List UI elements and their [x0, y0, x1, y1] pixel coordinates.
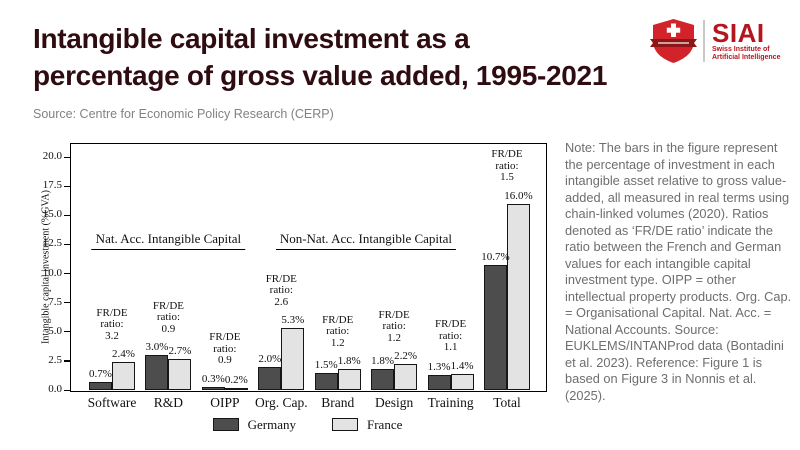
category-label-2: OIPP [210, 395, 240, 410]
value-label-germany-2: 0.3% [201, 372, 225, 385]
siai-logo: SIAI Swiss Institute of Artificial Intel… [650, 16, 780, 66]
y-axis-tick-label: 7.5 [48, 295, 62, 308]
value-label-france-7: 16.0% [504, 189, 533, 202]
ratio-label-7: FR/DE ratio: 1.5 [491, 148, 523, 184]
legend-item-germany: Germany [212, 416, 296, 433]
category-label-0: Software [87, 395, 137, 410]
y-axis-tick-label: 12.5 [42, 237, 62, 250]
legend-label-germany: Germany [247, 416, 296, 432]
y-axis-tick [64, 243, 70, 246]
legend-swatch-france [332, 418, 358, 431]
y-axis-tick-label: 17.5 [42, 179, 62, 192]
ratio-label-3: FR/DE ratio: 2.6 [265, 272, 297, 308]
y-axis-tick [64, 331, 70, 333]
y-axis-tick-label: 15.0 [42, 208, 62, 221]
ratio-label-5: FR/DE ratio: 1.2 [378, 308, 410, 344]
y-axis-tick [64, 389, 70, 391]
y-axis-tick-label: 20.0 [42, 150, 62, 162]
value-label-france-4: 1.8% [337, 355, 361, 368]
source-caption: Source: Centre for Economic Policy Resea… [33, 107, 334, 121]
logo-divider [703, 20, 705, 62]
bar-france-0 [112, 362, 135, 390]
y-axis-tick-label: 10.0 [42, 266, 62, 279]
logo-name-line-1: Swiss Institute of [712, 45, 770, 53]
y-axis-tick-label: 2.5 [48, 353, 62, 366]
y-axis-label: Intangible capital investment (%GVA) [40, 189, 52, 344]
bar-france-1 [168, 358, 192, 390]
bar-germany-0 [89, 381, 112, 390]
y-axis-tick [64, 214, 70, 216]
y-axis-tick-label: 0.0 [48, 383, 62, 395]
bar-france-2 [224, 387, 248, 390]
swiss-shield-icon [650, 19, 697, 63]
bar-germany-5 [371, 369, 395, 390]
ratio-label-4: FR/DE ratio: 1.2 [322, 313, 354, 349]
legend-item-france: France [332, 417, 402, 433]
bar-france-3 [281, 328, 305, 390]
bar-france-7 [507, 203, 530, 390]
bar-france-4 [337, 369, 361, 390]
page-title-line-2: percentage of gross value added, 1995-20… [33, 60, 608, 91]
logo-acronym: SIAI [712, 17, 765, 48]
ratio-label-2: FR/DE ratio: 0.9 [209, 331, 241, 366]
category-label-7: Total [493, 395, 521, 410]
value-label-france-2: 0.2% [224, 373, 248, 386]
logo-text: SIAI Swiss Institute of Artificial Intel… [712, 17, 781, 62]
category-label-5: Design [375, 395, 414, 410]
value-label-france-3: 5.3% [281, 314, 305, 327]
bar-germany-6 [427, 374, 451, 390]
ratio-label-1: FR/DE ratio: 0.9 [152, 299, 185, 335]
bar-france-5 [394, 364, 418, 390]
value-label-germany-5: 1.8% [371, 355, 395, 368]
bar-france-6 [450, 373, 474, 390]
y-axis-tick [64, 185, 70, 187]
value-label-france-0: 2.4% [112, 348, 135, 361]
bar-germany-2 [201, 386, 225, 390]
legend: Germany France [70, 417, 545, 432]
category-label-3: Org. Cap. [254, 395, 308, 410]
value-label-france-6: 1.4% [450, 359, 474, 372]
logo-name-line-2: Artificial Intelligence [712, 53, 781, 61]
y-axis-tick-label: 5.0 [48, 324, 62, 337]
value-label-germany-0: 0.7% [89, 367, 112, 380]
y-axis-tick [64, 273, 70, 275]
bar-germany-1 [145, 355, 169, 390]
y-axis-tick [64, 360, 70, 362]
ratio-label-0: FR/DE ratio: 3.2 [96, 306, 128, 342]
value-label-germany-6: 1.3% [427, 360, 451, 373]
y-axis-tick [64, 156, 70, 158]
bar-germany-3 [258, 366, 282, 390]
bar-germany-7 [484, 265, 507, 390]
category-label-6: Training [427, 395, 474, 410]
value-label-germany-1: 3.0% [145, 341, 169, 354]
page-title: Intangible capital investment as a perce… [33, 20, 633, 94]
plot-area [70, 143, 547, 392]
bar-germany-4 [314, 372, 338, 390]
value-label-france-1: 2.7% [168, 344, 192, 357]
page-title-line-1: Intangible capital investment as a [33, 23, 470, 54]
category-label-4: Brand [321, 395, 355, 410]
section-header-0: Nat. Acc. Intangible Capital [91, 231, 246, 250]
section-header-1: Non-Nat. Acc. Intangible Capital [275, 231, 457, 250]
ratio-label-6: FR/DE ratio: 1.1 [434, 318, 467, 354]
value-label-germany-4: 1.5% [314, 358, 338, 371]
y-axis-tick [64, 302, 70, 304]
category-label-1: R&D [153, 395, 184, 410]
value-label-france-5: 2.2% [394, 350, 418, 363]
legend-label-france: France [367, 416, 403, 432]
note-text: Note: The bars in the figure represent t… [565, 140, 792, 403]
value-label-germany-3: 2.0% [258, 352, 282, 365]
legend-swatch-germany [212, 418, 239, 431]
value-label-germany-7: 10.7% [481, 251, 510, 264]
